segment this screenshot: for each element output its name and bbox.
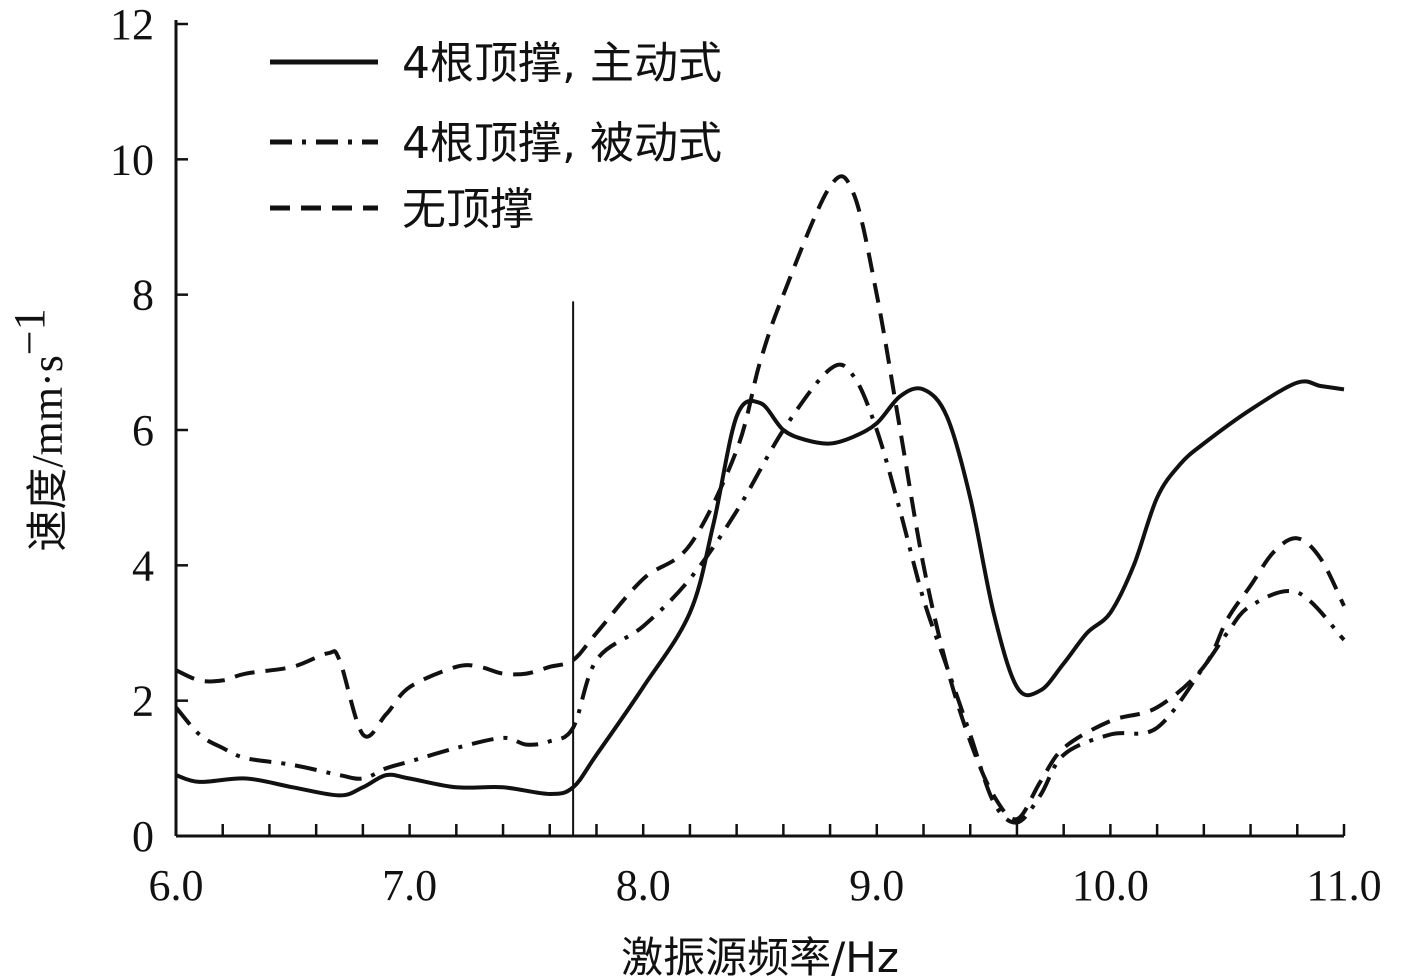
y-tick-label: 6 [132, 406, 154, 455]
axes: 6.0 7.0 8.0 9.0 10.0 11.0 0 2 4 6 8 10 12 [110, 0, 1382, 910]
x-tick-label: 8.0 [616, 861, 671, 910]
y-tick-label: 4 [132, 541, 154, 590]
y-tick-label: 8 [132, 271, 154, 320]
y-axis-title: 速度/mm·s−1 [5, 308, 72, 551]
series-line-dashed [175, 174, 1346, 822]
y-axis-title-cn: 速度 [23, 468, 72, 552]
x-tick-label: 10.0 [1072, 861, 1149, 910]
legend-label: 无顶撑 [402, 184, 534, 235]
y-tick-label: 0 [132, 812, 154, 861]
series-line-solid [175, 379, 1345, 798]
x-axis-title: 激振源频率/Hz [621, 933, 899, 980]
x-tick-label: 9.0 [849, 861, 904, 910]
legend-label: 4根顶撑, 主动式 [402, 38, 722, 89]
y-axis-title-sup: −1 [5, 308, 54, 355]
x-tick-label: 11.0 [1306, 861, 1381, 910]
y-tick-label: 10 [110, 135, 154, 184]
series-lines [174, 174, 1346, 825]
y-axis-title-unit: /mm·s [23, 355, 72, 467]
series-line-dash-dot [174, 362, 1346, 825]
y-tick-label: 12 [110, 0, 154, 49]
x-tick-label: 6.0 [149, 861, 204, 910]
legend-label: 4根顶撑, 被动式 [402, 118, 722, 169]
x-tick-label: 7.0 [382, 861, 437, 910]
y-tick-label: 2 [132, 677, 154, 726]
axis-titles: 激振源频率/Hz 速度/mm·s−1 [5, 308, 899, 980]
